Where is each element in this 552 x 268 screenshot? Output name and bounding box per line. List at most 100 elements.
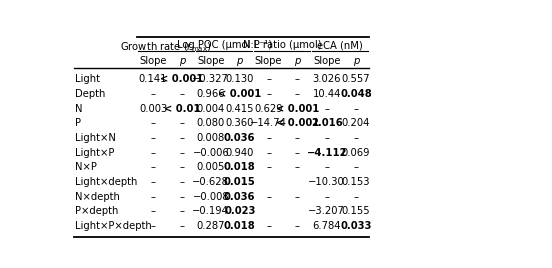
Text: −0.006: −0.006 (193, 148, 229, 158)
Text: 0.287: 0.287 (197, 221, 225, 231)
Text: 0.141: 0.141 (139, 75, 167, 84)
Text: –: – (151, 177, 156, 187)
Text: −0.194: −0.194 (193, 206, 229, 216)
Text: Slope: Slope (139, 56, 167, 66)
Text: Log POC (μmol L⁻¹): Log POC (μmol L⁻¹) (177, 40, 272, 50)
Text: −14.74: −14.74 (250, 118, 287, 128)
Text: 0.153: 0.153 (342, 177, 370, 187)
Text: 0.557: 0.557 (342, 75, 370, 84)
Text: –: – (324, 104, 329, 114)
Text: –: – (151, 118, 156, 128)
Text: –: – (353, 162, 359, 172)
Text: 0.415: 0.415 (225, 104, 254, 114)
Text: –: – (353, 192, 359, 202)
Text: −10.30: −10.30 (309, 177, 345, 187)
Text: 0.048: 0.048 (340, 89, 372, 99)
Text: P×depth: P×depth (75, 206, 118, 216)
Text: –: – (179, 118, 184, 128)
Text: −0.008: −0.008 (193, 192, 229, 202)
Text: –: – (266, 221, 271, 231)
Text: < 0.001: < 0.001 (276, 104, 319, 114)
Text: −0.327: −0.327 (193, 75, 229, 84)
Text: –: – (266, 162, 271, 172)
Text: –: – (179, 162, 184, 172)
Text: 2.016: 2.016 (311, 118, 343, 128)
Text: –: – (179, 133, 184, 143)
Text: –: – (179, 148, 184, 158)
Text: < 0.01: < 0.01 (164, 104, 200, 114)
Text: < 0.001: < 0.001 (276, 118, 319, 128)
Text: 0.033: 0.033 (341, 221, 371, 231)
Text: –: – (151, 206, 156, 216)
Text: 0.204: 0.204 (342, 118, 370, 128)
Text: N×P: N×P (75, 162, 97, 172)
Text: p: p (236, 56, 243, 66)
Text: 0.005: 0.005 (197, 162, 225, 172)
Text: N:P ratio (μmol): N:P ratio (μmol) (242, 40, 321, 50)
Text: –: – (179, 177, 184, 187)
Text: –: – (151, 162, 156, 172)
Text: Light×N: Light×N (75, 133, 116, 143)
Text: < 0.001: < 0.001 (160, 75, 204, 84)
Text: p: p (353, 56, 359, 66)
Text: N×depth: N×depth (75, 192, 120, 202)
Text: 0.080: 0.080 (197, 118, 225, 128)
Text: 3.026: 3.026 (312, 75, 341, 84)
Text: 0.036: 0.036 (224, 192, 256, 202)
Text: P: P (75, 118, 81, 128)
Text: –: – (324, 162, 329, 172)
Text: –: – (151, 148, 156, 158)
Text: 0.015: 0.015 (224, 177, 256, 187)
Text: 0.018: 0.018 (224, 162, 256, 172)
Text: –: – (324, 133, 329, 143)
Text: –: – (151, 221, 156, 231)
Text: < 0.001: < 0.001 (218, 89, 262, 99)
Text: 0.360: 0.360 (226, 118, 254, 128)
Text: N: N (75, 104, 82, 114)
Text: 0.069: 0.069 (342, 148, 370, 158)
Text: –: – (295, 192, 300, 202)
Text: 0.940: 0.940 (226, 148, 254, 158)
Text: –: – (295, 162, 300, 172)
Text: –: – (179, 221, 184, 231)
Text: –: – (266, 192, 271, 202)
Text: Light×P: Light×P (75, 148, 114, 158)
Text: Light×P×depth: Light×P×depth (75, 221, 152, 231)
Text: p: p (179, 56, 185, 66)
Text: –: – (179, 206, 184, 216)
Text: –: – (295, 75, 300, 84)
Text: –: – (295, 148, 300, 158)
Text: Slope: Slope (197, 56, 225, 66)
Text: 10.44: 10.44 (312, 89, 341, 99)
Text: –: – (295, 89, 300, 99)
Text: −3.207: −3.207 (309, 206, 345, 216)
Text: –: – (324, 192, 329, 202)
Text: 0.036: 0.036 (224, 133, 256, 143)
Text: −0.628: −0.628 (193, 177, 229, 187)
Text: −4.112: −4.112 (306, 148, 347, 158)
Text: 0.155: 0.155 (342, 206, 370, 216)
Text: –: – (151, 89, 156, 99)
Text: eCA (nM): eCA (nM) (317, 40, 363, 50)
Text: 0.018: 0.018 (224, 221, 256, 231)
Text: –: – (295, 221, 300, 231)
Text: –: – (179, 192, 184, 202)
Text: p: p (294, 56, 301, 66)
Text: 0.629: 0.629 (254, 104, 283, 114)
Text: –: – (179, 89, 184, 99)
Text: Depth: Depth (75, 89, 105, 99)
Text: –: – (353, 104, 359, 114)
Text: –: – (266, 89, 271, 99)
Text: –: – (266, 133, 271, 143)
Text: Light×depth: Light×depth (75, 177, 137, 187)
Text: Light: Light (75, 75, 100, 84)
Text: Slope: Slope (313, 56, 341, 66)
Text: –: – (151, 192, 156, 202)
Text: 0.003: 0.003 (139, 104, 167, 114)
Text: –: – (266, 75, 271, 84)
Text: –: – (151, 133, 156, 143)
Text: –: – (295, 133, 300, 143)
Text: 0.008: 0.008 (197, 133, 225, 143)
Text: 0.004: 0.004 (197, 104, 225, 114)
Text: Slope: Slope (255, 56, 282, 66)
